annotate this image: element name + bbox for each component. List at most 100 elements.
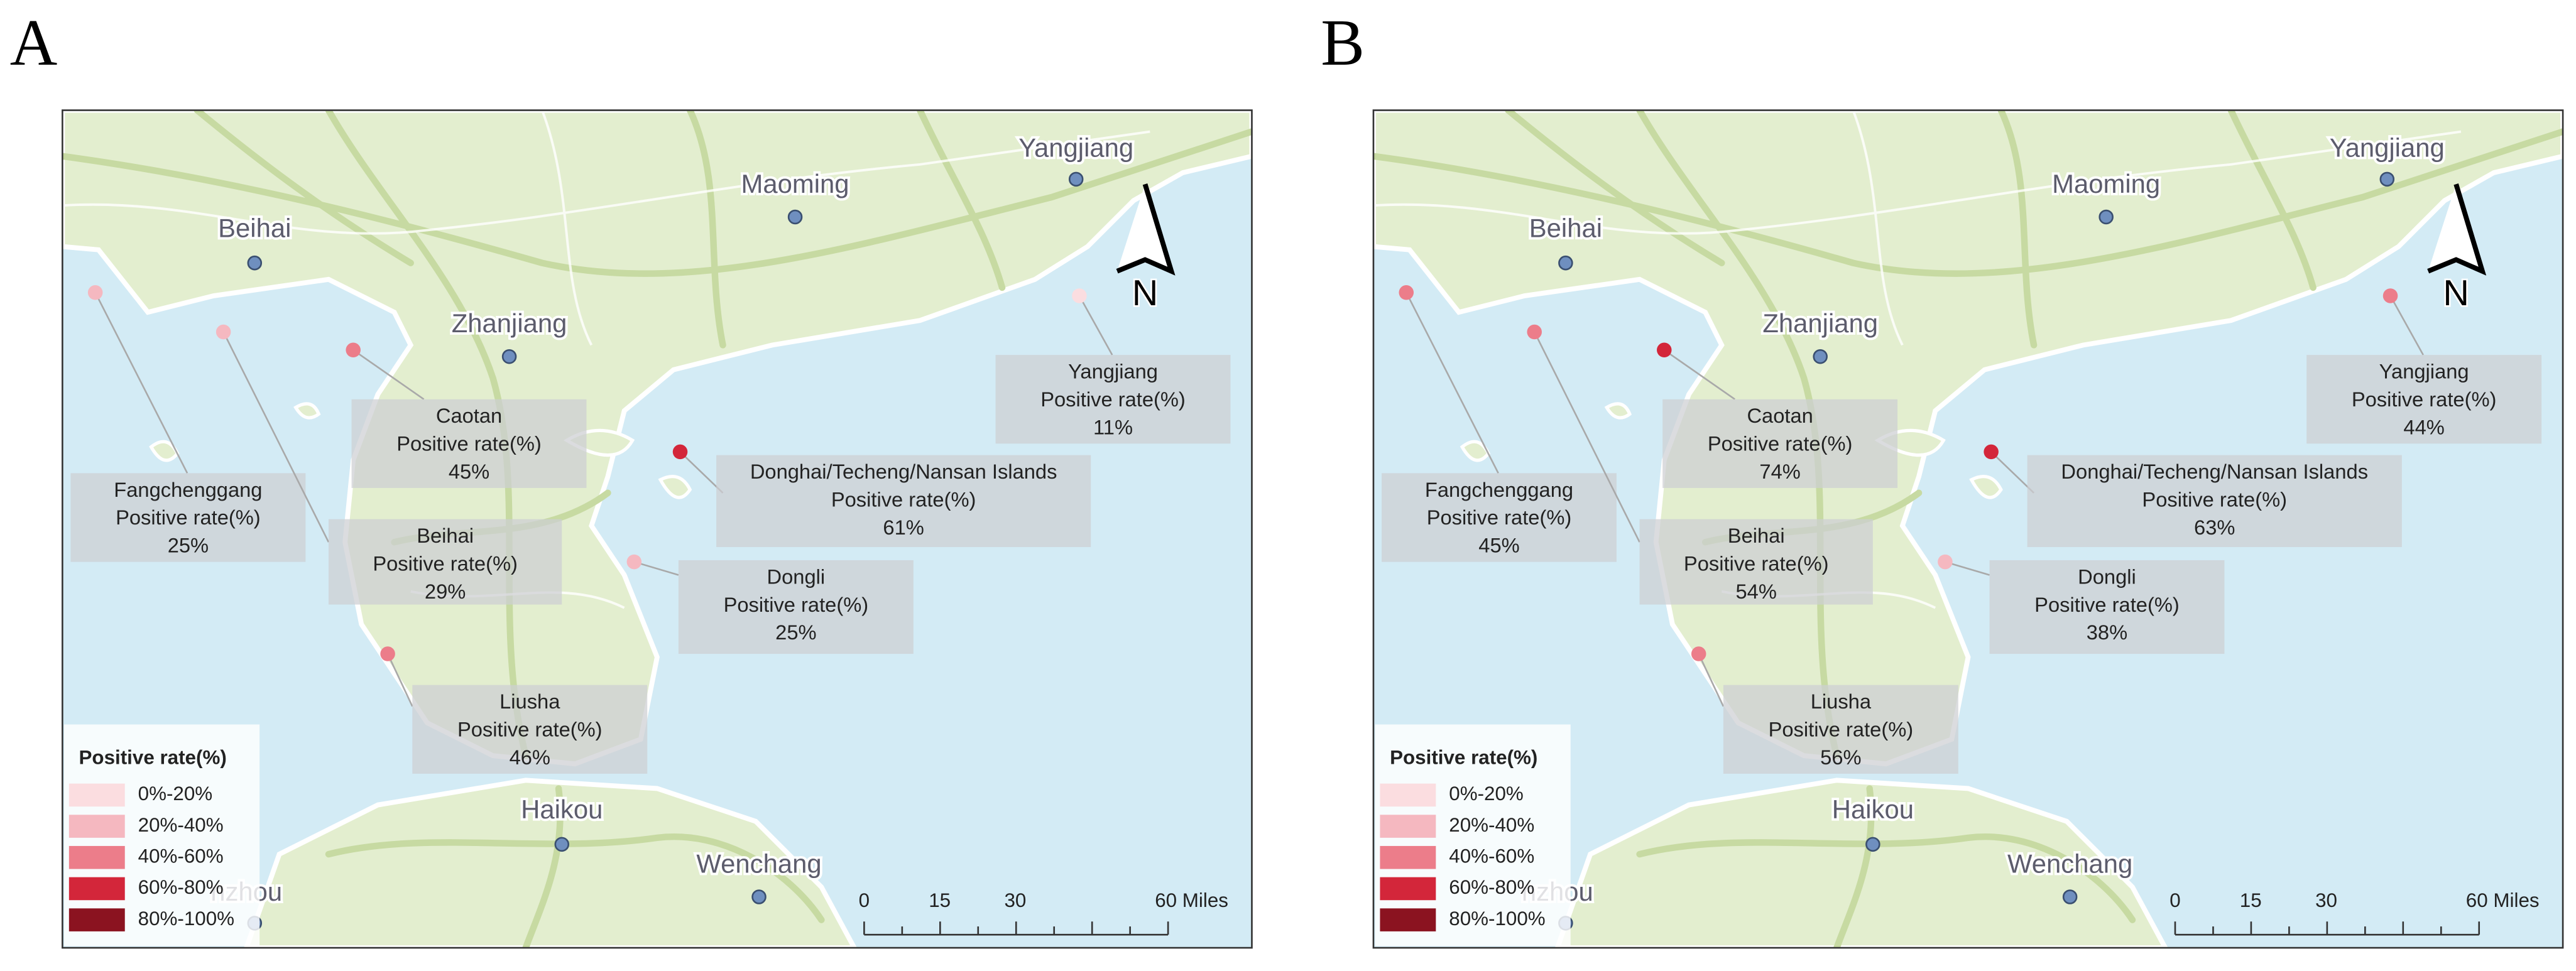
north-label: N <box>2443 273 2469 313</box>
site-name: Caotan <box>1747 404 1813 427</box>
legend-label: 40%-60% <box>1449 845 1534 867</box>
site-name: Liusha <box>499 690 560 713</box>
panel-letter: A <box>10 6 58 79</box>
site-label-box <box>412 685 648 774</box>
city-dot <box>2098 209 2114 225</box>
leader-line <box>1534 331 1640 543</box>
leader-line <box>1990 451 2035 494</box>
city-label: Haikou <box>521 795 603 824</box>
city-label: Zhanjiang <box>1762 308 1878 338</box>
leader-line <box>1698 653 1725 707</box>
legend-swatch <box>68 908 125 931</box>
scale-label: 15 <box>2240 889 2262 911</box>
site-name: Beihai <box>417 524 474 547</box>
site-caption: Positive rate(%) <box>724 593 869 616</box>
site-rate: 63% <box>2194 516 2235 539</box>
legend-swatch <box>68 845 125 869</box>
city-dot <box>1558 255 1573 271</box>
site-rate: 44% <box>2403 415 2444 438</box>
site-rate: 46% <box>510 746 550 769</box>
site-label-box <box>328 519 562 605</box>
site-label-box <box>1723 685 1958 774</box>
legend-label: 80%-100% <box>138 908 234 930</box>
city-dot <box>501 349 517 364</box>
site-label-box <box>1639 519 1873 605</box>
scale-label: 0 <box>859 889 870 911</box>
site-rate: 11% <box>1093 415 1133 438</box>
site-rate: 25% <box>168 534 209 557</box>
legend-swatch <box>1380 845 1436 869</box>
legend-label: 20%-40% <box>138 814 224 836</box>
legend: Positive rate(%) 0%-20% 20%-40% 40%-60% 60%-… <box>63 724 260 947</box>
legend-label: 0%-20% <box>138 783 213 805</box>
scale-label: 30 <box>2315 889 2337 911</box>
site-caption: Positive rate(%) <box>1427 506 1572 529</box>
site-rate: 61% <box>883 516 924 539</box>
site-caption: Positive rate(%) <box>2352 388 2497 411</box>
site-name: Liusha <box>1811 690 1872 713</box>
site-name: Fangchenggang <box>114 478 262 501</box>
leader-line <box>1078 295 1113 355</box>
site-rate: 25% <box>775 621 816 644</box>
leader-line <box>1405 292 1499 474</box>
leader-line <box>222 331 330 543</box>
map-panel: A Beihai Maoming Yangjiang Zhanjiang Haikou We… <box>10 6 1252 948</box>
leader-line <box>94 292 188 474</box>
site-label-box <box>995 355 1231 444</box>
site-label-box <box>678 560 914 654</box>
site-dot <box>2382 288 2398 303</box>
city-dot <box>1865 837 1880 852</box>
city-label: Zhanjiang <box>452 308 567 338</box>
leader-line <box>2389 295 2424 355</box>
site-rate: 29% <box>425 580 466 603</box>
legend-title: Positive rate(%) <box>1390 747 1537 769</box>
site-caption: Positive rate(%) <box>396 432 542 455</box>
site-label-box <box>2306 355 2542 444</box>
leader-line <box>633 561 679 576</box>
scale-label: 30 <box>1004 889 1026 911</box>
site-caption: Positive rate(%) <box>457 718 603 741</box>
city-dot <box>751 889 767 904</box>
map-panel: B Beihai Maoming Yangjiang Zhanjiang Haikou We… <box>1321 6 2563 948</box>
legend: Positive rate(%) 0%-20% 20%-40% 40%-60% 60%-… <box>1375 724 1571 947</box>
site-dot <box>1938 554 1953 570</box>
site-rate: 45% <box>1478 534 1519 557</box>
site-dot <box>1399 285 1414 300</box>
site-dot <box>346 342 361 358</box>
site-rate: 56% <box>1820 746 1861 769</box>
legend-label: 60%-80% <box>138 876 224 898</box>
city-label: Maoming <box>2052 169 2160 198</box>
scale-label: 0 <box>2169 889 2180 911</box>
site-name: Donghai/Techeng/Nansan Islands <box>750 460 1057 483</box>
site-rate: 54% <box>1736 580 1777 603</box>
site-label-box <box>716 455 1091 548</box>
site-label-box <box>351 399 587 488</box>
panels: A Beihai Maoming Yangjiang Zhanjiang Haikou We… <box>10 6 2563 948</box>
north-label: N <box>1132 273 1159 313</box>
city-dot <box>1068 171 1084 187</box>
city-dot <box>1813 349 1828 364</box>
site-dot <box>1072 288 1087 303</box>
site-caption: Positive rate(%) <box>1769 718 1914 741</box>
site-dot <box>1691 646 1706 661</box>
site-name: Dongli <box>767 565 826 588</box>
legend-swatch <box>1380 908 1436 931</box>
site-label-box <box>1989 560 2225 654</box>
panel-letter: B <box>1321 6 1365 79</box>
city-label: Beihai <box>1529 213 1602 242</box>
city-dot <box>247 255 263 271</box>
site-dot <box>626 554 642 570</box>
site-name: Yangjiang <box>2379 360 2469 383</box>
scale-label: 15 <box>929 889 951 911</box>
leader-line <box>352 349 425 400</box>
site-dot <box>672 444 688 460</box>
site-name: Dongli <box>2078 565 2136 588</box>
legend-label: 80%-100% <box>1449 908 1545 930</box>
city-label: Yangjiang <box>1018 133 1133 162</box>
site-rate: 45% <box>449 460 489 483</box>
city-label: Beihai <box>218 213 291 242</box>
site-caption: Positive rate(%) <box>1684 551 1829 575</box>
site-dot <box>380 646 395 661</box>
leader-line <box>1945 561 1990 576</box>
